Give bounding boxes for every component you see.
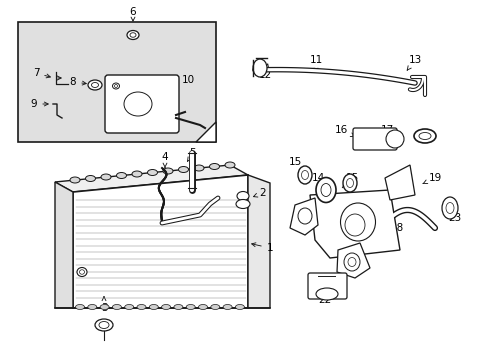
Text: 1: 1	[251, 243, 273, 253]
Text: 17: 17	[380, 125, 401, 137]
Bar	[18, 22, 216, 142]
Text: 2: 2	[253, 188, 266, 198]
Ellipse shape	[114, 85, 117, 87]
FancyBboxPatch shape	[352, 128, 396, 150]
Text: 10: 10	[173, 75, 194, 88]
Ellipse shape	[147, 170, 157, 175]
Text: 15: 15	[288, 157, 304, 173]
Ellipse shape	[441, 197, 457, 219]
Ellipse shape	[112, 305, 121, 310]
Polygon shape	[196, 122, 216, 142]
Ellipse shape	[343, 253, 359, 271]
Ellipse shape	[301, 171, 308, 180]
Ellipse shape	[127, 31, 139, 40]
Ellipse shape	[161, 305, 170, 310]
Ellipse shape	[137, 305, 146, 310]
Ellipse shape	[237, 192, 248, 201]
Ellipse shape	[413, 129, 435, 143]
Ellipse shape	[210, 305, 219, 310]
Ellipse shape	[88, 305, 97, 310]
Polygon shape	[289, 198, 317, 235]
Text: 18: 18	[389, 219, 403, 233]
Polygon shape	[384, 165, 414, 200]
Text: 7: 7	[33, 68, 50, 78]
Ellipse shape	[100, 305, 109, 310]
Ellipse shape	[340, 203, 375, 241]
Text: 12: 12	[258, 64, 271, 80]
Ellipse shape	[130, 33, 136, 37]
Ellipse shape	[320, 184, 330, 197]
Ellipse shape	[99, 321, 109, 328]
Ellipse shape	[345, 214, 364, 236]
FancyBboxPatch shape	[307, 273, 346, 299]
Ellipse shape	[385, 130, 403, 148]
Ellipse shape	[124, 305, 133, 310]
Text: 19: 19	[422, 173, 441, 184]
Ellipse shape	[88, 80, 102, 90]
Text: 20: 20	[293, 205, 311, 217]
Ellipse shape	[116, 172, 126, 179]
Ellipse shape	[178, 166, 188, 172]
Ellipse shape	[418, 132, 430, 139]
Text: 22: 22	[318, 289, 331, 305]
Ellipse shape	[112, 83, 119, 89]
Text: 15: 15	[342, 173, 358, 188]
Text: 3: 3	[101, 297, 107, 313]
Ellipse shape	[132, 171, 142, 177]
Ellipse shape	[445, 202, 453, 213]
Ellipse shape	[77, 267, 87, 276]
Ellipse shape	[91, 82, 98, 87]
Polygon shape	[55, 165, 247, 192]
Text: 13: 13	[407, 55, 421, 70]
Polygon shape	[73, 175, 247, 308]
Polygon shape	[336, 243, 369, 278]
Ellipse shape	[346, 179, 353, 188]
Ellipse shape	[223, 305, 232, 310]
Polygon shape	[309, 190, 399, 258]
Ellipse shape	[342, 174, 356, 192]
Ellipse shape	[297, 208, 311, 224]
Ellipse shape	[347, 257, 355, 266]
Ellipse shape	[95, 319, 113, 331]
Ellipse shape	[163, 168, 173, 174]
Ellipse shape	[315, 288, 337, 300]
Ellipse shape	[85, 175, 95, 181]
Ellipse shape	[124, 92, 152, 116]
Text: 14: 14	[311, 173, 325, 188]
Ellipse shape	[75, 305, 84, 310]
Ellipse shape	[186, 305, 195, 310]
Ellipse shape	[297, 166, 311, 184]
Text: 16: 16	[334, 125, 354, 136]
Polygon shape	[247, 175, 269, 308]
Ellipse shape	[209, 163, 219, 170]
FancyBboxPatch shape	[105, 75, 179, 133]
Text: 6: 6	[129, 7, 136, 21]
Text: 4: 4	[162, 152, 168, 168]
Ellipse shape	[194, 165, 203, 171]
Ellipse shape	[174, 305, 183, 310]
Ellipse shape	[236, 199, 249, 208]
Text: 11: 11	[309, 55, 322, 72]
Ellipse shape	[149, 305, 158, 310]
Ellipse shape	[224, 162, 235, 168]
Text: 9: 9	[31, 99, 48, 109]
Ellipse shape	[235, 305, 244, 310]
Ellipse shape	[252, 59, 266, 77]
Ellipse shape	[80, 270, 84, 274]
Text: 8: 8	[70, 77, 86, 87]
Text: 21: 21	[346, 244, 359, 261]
Ellipse shape	[70, 177, 80, 183]
Ellipse shape	[315, 177, 335, 202]
Text: 23: 23	[445, 210, 461, 223]
Polygon shape	[55, 182, 73, 308]
Ellipse shape	[198, 305, 207, 310]
Ellipse shape	[101, 174, 111, 180]
Text: 5: 5	[187, 148, 196, 161]
